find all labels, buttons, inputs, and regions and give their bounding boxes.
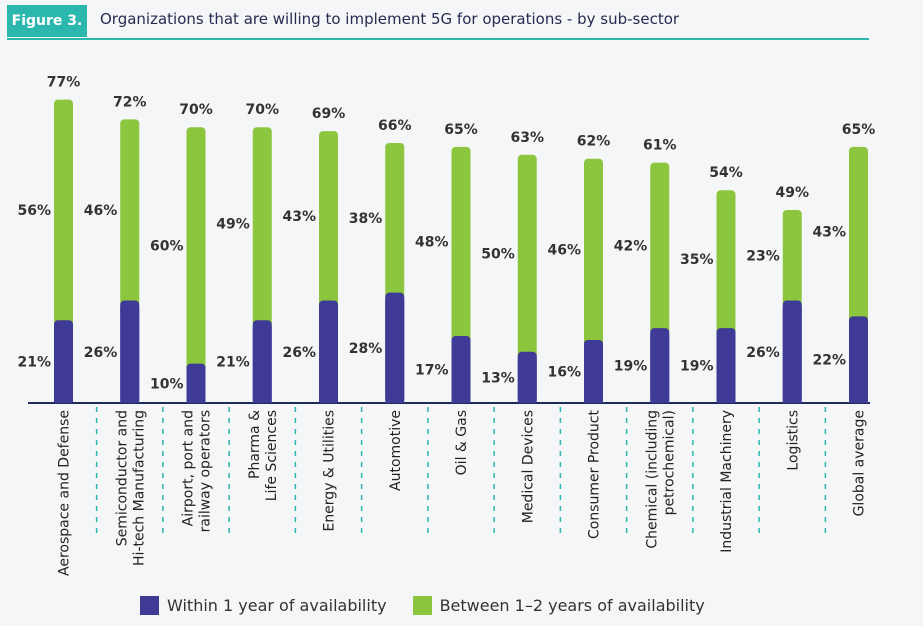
category-label-semiconductor-and-hi-tech-manufacturing-line-1: Semiconductor and xyxy=(114,410,130,546)
category-label-pharma-life-sciences-line-2: Life Sciences xyxy=(264,410,280,501)
category-label-pharma-life-sciences-line-1: Pharma & xyxy=(247,410,263,479)
bar-between-1-2-years-pharma-life-sciences xyxy=(252,127,272,329)
category-label-airport-port-and-railway-operators-line-1: Airport, port and xyxy=(181,410,197,526)
category-label-logistics: Logistics xyxy=(785,410,801,471)
bar-within-1-year-base-industrial-machinery xyxy=(716,334,736,403)
bar-between-1-2-years-chemical-including-petrochemical xyxy=(650,162,670,337)
total-label-oil-gas: 65% xyxy=(444,122,478,138)
value-label-between-1-2-years-industrial-machinery: 35% xyxy=(680,252,714,268)
bar-between-1-2-years-medical-devices xyxy=(517,154,537,360)
bar-between-1-2-years-logistics xyxy=(782,209,802,309)
value-label-between-1-2-years-semiconductor-and-hi-tech-manufacturing: 46% xyxy=(84,203,118,219)
bar-within-1-year-base-aerospace-and-defense xyxy=(54,326,73,403)
bar-within-1-year-base-automotive xyxy=(385,298,405,403)
bar-between-1-2-years-global-average xyxy=(849,146,868,325)
value-label-within-1-year-industrial-machinery: 19% xyxy=(680,359,714,375)
bar-within-1-year-base-logistics xyxy=(782,306,802,403)
bar-between-1-2-years-automotive xyxy=(385,142,405,301)
bar-within-1-year-base-oil-gas xyxy=(451,342,471,403)
bar-within-1-year-base-airport-port-and-railway-operators xyxy=(186,369,206,403)
bar-within-1-year-base-pharma-life-sciences xyxy=(252,326,272,403)
bar-between-1-2-years-consumer-product xyxy=(584,158,603,348)
chart-legend: Within 1 year of availability Between 1–… xyxy=(140,594,731,616)
total-label-industrial-machinery: 54% xyxy=(709,165,743,181)
category-label-medical-devices: Medical Devices xyxy=(520,410,536,523)
bar-within-1-year-base-energy-utilities xyxy=(319,306,338,403)
value-label-between-1-2-years-pharma-life-sciences: 49% xyxy=(216,217,250,233)
total-label-global-average: 65% xyxy=(842,122,876,138)
bar-within-1-year-base-semiconductor-and-hi-tech-manufacturing xyxy=(120,306,140,403)
total-label-automotive: 66% xyxy=(378,118,412,134)
total-label-aerospace-and-defense: 77% xyxy=(47,75,81,91)
value-label-within-1-year-consumer-product: 16% xyxy=(547,364,581,380)
value-label-within-1-year-medical-devices: 13% xyxy=(481,370,515,386)
category-label-chemical-including-petrochemical-line-2: petrochemical) xyxy=(661,410,677,515)
total-label-chemical-including-petrochemical: 61% xyxy=(643,138,677,154)
category-label-semiconductor-and-hi-tech-manufacturing-line-2: Hi-tech Manufacturing xyxy=(131,410,147,566)
bar-within-1-year-base-chemical-including-petrochemical xyxy=(650,334,670,403)
category-label-global-average: Global average xyxy=(852,410,868,516)
header-divider xyxy=(7,38,869,40)
category-label-aerospace-and-defense: Aerospace and Defense xyxy=(57,410,73,576)
bar-between-1-2-years-aerospace-and-defense xyxy=(54,99,73,329)
category-label-consumer-product: Consumer Product xyxy=(587,409,603,539)
legend-label-between-1-2-years: Between 1–2 years of availability xyxy=(439,595,705,615)
value-label-between-1-2-years-consumer-product: 46% xyxy=(547,242,581,258)
value-label-within-1-year-automotive: 28% xyxy=(349,341,383,357)
value-label-between-1-2-years-global-average: 43% xyxy=(812,225,846,241)
value-label-within-1-year-semiconductor-and-hi-tech-manufacturing: 26% xyxy=(84,345,118,361)
total-label-logistics: 49% xyxy=(775,185,809,201)
category-label-automotive: Automotive xyxy=(388,410,404,491)
category-label-airport-port-and-railway-operators-line-2: railway operators xyxy=(198,410,214,532)
total-label-energy-utilities: 69% xyxy=(312,106,346,122)
bar-within-1-year-base-consumer-product xyxy=(584,345,603,403)
total-label-pharma-life-sciences: 70% xyxy=(245,102,279,118)
value-label-within-1-year-oil-gas: 17% xyxy=(415,363,449,379)
legend-swatch-within-1-year xyxy=(140,595,159,615)
bar-between-1-2-years-energy-utilities xyxy=(319,131,338,309)
value-label-within-1-year-logistics: 26% xyxy=(746,345,780,361)
figure-number-badge: Figure 3. xyxy=(7,5,87,37)
legend-label-within-1-year: Within 1 year of availability xyxy=(167,595,387,615)
category-label-industrial-machinery: Industrial Machinery xyxy=(719,410,735,553)
legend-swatch-between-1-2-years xyxy=(412,595,432,615)
value-label-between-1-2-years-oil-gas: 48% xyxy=(415,234,449,250)
legend-item-between-1-2-years: Between 1–2 years of availability xyxy=(412,595,705,615)
bar-between-1-2-years-semiconductor-and-hi-tech-manufacturing xyxy=(120,119,140,309)
value-label-between-1-2-years-automotive: 38% xyxy=(349,211,383,227)
bar-within-1-year-base-medical-devices xyxy=(517,357,537,403)
bar-within-1-year-base-global-average xyxy=(849,322,868,403)
value-label-within-1-year-pharma-life-sciences: 21% xyxy=(216,355,250,371)
bar-between-1-2-years-industrial-machinery xyxy=(716,190,736,337)
value-label-within-1-year-aerospace-and-defense: 21% xyxy=(17,355,51,371)
category-label-chemical-including-petrochemical-line-1: Chemical (including xyxy=(644,410,660,549)
total-label-semiconductor-and-hi-tech-manufacturing: 72% xyxy=(113,94,147,110)
value-label-between-1-2-years-airport-port-and-railway-operators: 60% xyxy=(150,238,184,254)
value-label-between-1-2-years-medical-devices: 50% xyxy=(481,246,515,262)
total-label-medical-devices: 63% xyxy=(510,130,544,146)
value-label-within-1-year-airport-port-and-railway-operators: 10% xyxy=(150,376,184,392)
value-label-between-1-2-years-energy-utilities: 43% xyxy=(282,209,316,225)
value-label-between-1-2-years-aerospace-and-defense: 56% xyxy=(17,203,51,219)
legend-item-within-1-year: Within 1 year of availability xyxy=(140,595,387,615)
total-label-consumer-product: 62% xyxy=(577,134,611,150)
value-label-within-1-year-energy-utilities: 26% xyxy=(282,345,316,361)
figure-title: Organizations that are willing to implem… xyxy=(100,10,680,28)
total-label-airport-port-and-railway-operators: 70% xyxy=(179,102,213,118)
bar-between-1-2-years-airport-port-and-railway-operators xyxy=(186,127,206,372)
value-label-between-1-2-years-chemical-including-petrochemical: 42% xyxy=(614,238,648,254)
category-label-energy-utilities: Energy & Utilities xyxy=(322,410,338,532)
bar-between-1-2-years-oil-gas xyxy=(451,146,471,345)
category-label-oil-gas: Oil & Gas xyxy=(454,410,470,475)
figure-header: Figure 3. Organizations that are willing… xyxy=(0,0,923,44)
value-label-within-1-year-global-average: 22% xyxy=(812,353,846,369)
value-label-between-1-2-years-logistics: 23% xyxy=(746,248,780,264)
value-label-within-1-year-chemical-including-petrochemical: 19% xyxy=(614,359,648,375)
